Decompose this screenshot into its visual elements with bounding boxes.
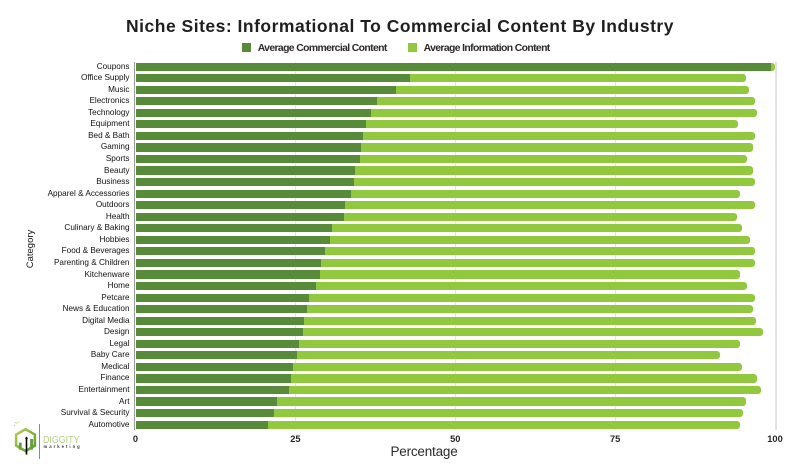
svg-text:marketing: marketing — [44, 444, 81, 449]
svg-text:DIGGITY: DIGGITY — [43, 434, 79, 446]
